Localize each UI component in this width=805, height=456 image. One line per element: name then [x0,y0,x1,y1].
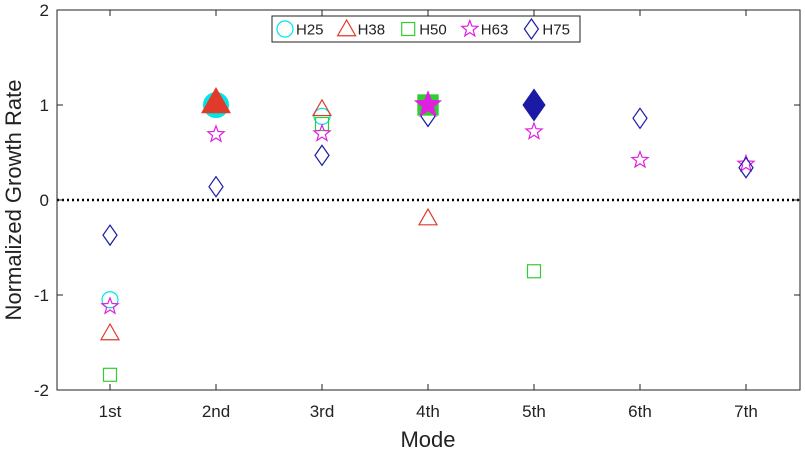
point-h38-3rd [311,98,333,117]
legend-label: H38 [358,22,386,39]
point-h63-3rd [312,123,332,142]
point-h50-3rd [314,116,330,132]
point-h75-3rd [314,144,330,167]
x-tick-label: 7th [734,402,758,421]
point-h75-1st [102,224,118,247]
legend-marker-h38 [336,18,357,37]
legend-marker-h50 [401,21,416,37]
legend-label: H75 [542,22,570,39]
point-h75-7th [738,156,754,179]
x-tick-label: 5th [522,402,546,421]
point-h75-5th [522,88,546,122]
y-tick-label: -1 [34,286,49,305]
y-axis-label: Normalized Growth Rate [1,80,26,321]
y-tick-label: 0 [40,191,49,210]
point-h38-4th [417,207,439,226]
point-h63-2nd [206,124,226,143]
x-tick-label: 6th [628,402,652,421]
legend-label: H25 [296,22,324,39]
point-h63-1st [100,296,120,315]
x-tick-label: 2nd [202,402,230,421]
legend-marker-h63 [460,18,480,38]
data-markers [99,86,756,382]
point-h75-2nd [208,175,224,198]
point-h75-6th [632,107,648,130]
point-h63-7th [736,153,756,173]
y-axis-ticks: -2 -1 0 1 2 [34,1,800,400]
legend: H25 H38 H50 H63 H75 [271,15,581,43]
point-h38-2nd [201,86,231,114]
x-axis-label: Mode [400,427,455,452]
point-h63-4th [413,90,443,118]
point-h63-5th [524,121,544,140]
y-tick-label: 2 [40,1,49,20]
y-tick-label: -2 [34,381,49,400]
point-h63-6th [630,149,650,169]
x-tick-label: 3rd [310,402,335,421]
legend-label: H63 [481,22,509,39]
point-h25-1st [101,291,119,309]
y-tick-label: 1 [40,96,49,115]
legend-marker-h25 [276,20,294,38]
legend-marker-h75 [523,17,540,41]
x-axis-ticks: 1st 2nd 3rd 4th 5th 6th 7th [99,10,758,421]
point-h50-5th [526,264,542,279]
x-tick-label: 1st [99,402,122,421]
x-tick-label: 4th [416,402,440,421]
point-h38-1st [99,322,121,341]
legend-box [271,15,581,43]
legend-label: H50 [419,22,447,39]
point-h50-1st [102,367,118,382]
